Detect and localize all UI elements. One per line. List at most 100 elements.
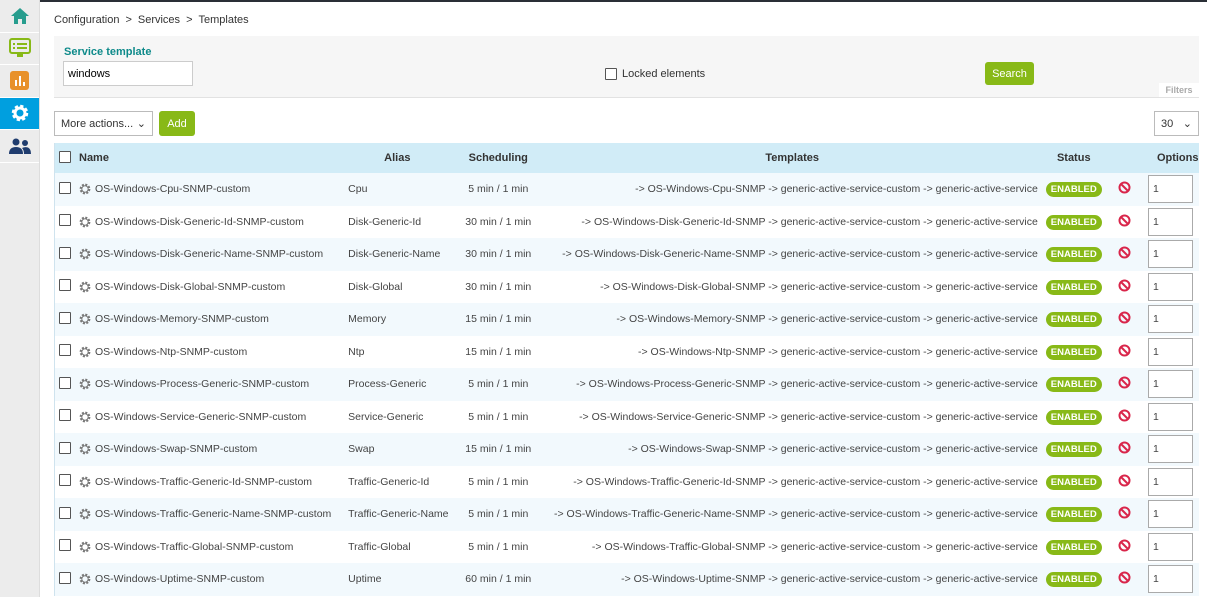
filters-tab[interactable]: Filters bbox=[1159, 83, 1199, 97]
template-name-link[interactable]: OS-Windows-Swap-SNMP-custom bbox=[95, 443, 258, 456]
row-checkbox[interactable] bbox=[59, 376, 71, 389]
scheduling-cell: 60 min / 1 min bbox=[454, 563, 543, 596]
scheduling-cell: 5 min / 1 min bbox=[468, 540, 529, 553]
scheduling-cell: 5 min / 1 min bbox=[454, 173, 543, 206]
template-name-link[interactable]: OS-Windows-Uptime-SNMP-custom bbox=[95, 573, 265, 586]
row-checkbox[interactable] bbox=[59, 409, 71, 422]
duplicate-count-input[interactable]: 1 bbox=[1148, 370, 1193, 399]
row-checkbox[interactable] bbox=[59, 246, 71, 259]
table-row: OS-Windows-Memory-SNMP-custom Memory 15 … bbox=[54, 303, 1199, 336]
status-badge: ENABLED bbox=[1045, 247, 1102, 263]
template-name-link[interactable]: OS-Windows-Traffic-Global-SNMP-custom bbox=[95, 540, 294, 553]
template-name-link[interactable]: OS-Windows-Process-Generic-SNMP-custom bbox=[95, 378, 310, 391]
add-button[interactable]: Add bbox=[159, 111, 195, 136]
select-all-checkbox[interactable] bbox=[59, 150, 71, 163]
header-options: Options bbox=[1144, 143, 1199, 173]
duplicate-count-input[interactable]: 1 bbox=[1148, 500, 1193, 529]
gear-icon bbox=[79, 443, 91, 455]
row-checkbox[interactable] bbox=[59, 441, 71, 454]
templates-cell: -> OS-Windows-Disk-Global-SNMP -> generi… bbox=[600, 280, 1038, 293]
locked-elements-checkbox[interactable]: Locked elements bbox=[605, 68, 705, 80]
row-checkbox[interactable] bbox=[59, 344, 71, 357]
table-header: Name Alias Scheduling Templates Status O… bbox=[54, 143, 1199, 173]
duplicate-count-input[interactable]: 1 bbox=[1148, 565, 1193, 594]
alias-cell: Disk-Global bbox=[348, 280, 403, 293]
template-name-link[interactable]: OS-Windows-Disk-Global-SNMP-custom bbox=[95, 280, 286, 293]
checkbox[interactable] bbox=[605, 68, 617, 80]
service-template-input[interactable] bbox=[63, 61, 193, 86]
status-badge: ENABLED bbox=[1045, 182, 1102, 198]
templates-cell: -> OS-Windows-Swap-SNMP -> generic-activ… bbox=[542, 433, 1042, 466]
template-name-link[interactable]: OS-Windows-Memory-SNMP-custom bbox=[95, 313, 269, 326]
table-row: OS-Windows-Cpu-SNMP-custom Cpu 5 min / 1… bbox=[54, 173, 1199, 206]
disable-icon[interactable] bbox=[1118, 311, 1131, 324]
disable-icon[interactable] bbox=[1118, 279, 1131, 292]
gear-icon bbox=[11, 105, 28, 122]
alias-cell: Disk-Generic-Id bbox=[348, 215, 422, 228]
gear-icon bbox=[79, 573, 91, 585]
templates-cell: -> OS-Windows-Disk-Generic-Name-SNMP -> … bbox=[542, 238, 1042, 271]
duplicate-count-input[interactable]: 1 bbox=[1148, 435, 1193, 464]
template-name-link[interactable]: OS-Windows-Traffic-Generic-Id-SNMP-custo… bbox=[95, 475, 313, 488]
duplicate-count-input[interactable]: 1 bbox=[1148, 532, 1193, 561]
breadcrumb-services[interactable]: Services bbox=[137, 14, 181, 26]
disable-icon[interactable] bbox=[1118, 344, 1131, 357]
breadcrumb-templates[interactable]: Templates bbox=[198, 14, 249, 26]
template-name-link[interactable]: OS-Windows-Disk-Generic-Id-SNMP-custom bbox=[95, 215, 304, 228]
row-checkbox[interactable] bbox=[59, 474, 71, 487]
status-badge: ENABLED bbox=[1045, 539, 1102, 555]
breadcrumb-configuration[interactable]: Configuration bbox=[54, 14, 120, 26]
disable-icon[interactable] bbox=[1118, 409, 1131, 422]
sidebar-item-monitoring[interactable] bbox=[0, 33, 39, 65]
duplicate-count-input[interactable]: 1 bbox=[1148, 272, 1193, 301]
per-page-select[interactable]: 30 ⌄ bbox=[1154, 111, 1199, 136]
sidebar-item-reporting[interactable] bbox=[0, 65, 39, 98]
templates-cell: -> OS-Windows-Traffic-Generic-Id-SNMP ->… bbox=[573, 475, 1038, 488]
row-checkbox[interactable] bbox=[59, 571, 71, 584]
duplicate-count-input[interactable]: 1 bbox=[1148, 240, 1193, 269]
duplicate-count-input[interactable]: 1 bbox=[1148, 207, 1193, 236]
duplicate-count-input[interactable]: 1 bbox=[1148, 337, 1193, 366]
sidebar-item-administration[interactable] bbox=[0, 130, 39, 163]
duplicate-count-input[interactable]: 1 bbox=[1148, 402, 1193, 431]
more-actions-select[interactable]: More actions... ⌄ bbox=[54, 111, 153, 136]
duplicate-count-input[interactable]: 1 bbox=[1148, 305, 1193, 334]
template-name-link[interactable]: OS-Windows-Disk-Generic-Name-SNMP-custom bbox=[95, 248, 324, 261]
sidebar-item-home[interactable] bbox=[0, 0, 39, 33]
row-checkbox[interactable] bbox=[59, 279, 71, 292]
disable-icon[interactable] bbox=[1118, 376, 1131, 389]
disable-icon[interactable] bbox=[1118, 181, 1131, 194]
per-page-value: 30 bbox=[1161, 117, 1174, 130]
templates-cell: -> OS-Windows-Traffic-Global-SNMP -> gen… bbox=[591, 540, 1038, 553]
search-button[interactable]: Search bbox=[985, 62, 1034, 85]
disable-icon[interactable] bbox=[1118, 506, 1131, 519]
table-row: OS-Windows-Uptime-SNMP-custom Uptime 60 … bbox=[54, 563, 1199, 596]
table-row: OS-Windows-Traffic-Generic-Id-SNMP-custo… bbox=[55, 466, 1199, 499]
disable-icon[interactable] bbox=[1118, 474, 1131, 487]
template-name-link[interactable]: OS-Windows-Cpu-SNMP-custom bbox=[95, 183, 251, 196]
duplicate-count-input[interactable]: 1 bbox=[1148, 175, 1193, 204]
filters-panel: Service template Locked elements Search … bbox=[54, 36, 1199, 98]
row-checkbox[interactable] bbox=[59, 539, 71, 552]
home-icon bbox=[10, 7, 29, 24]
gear-icon bbox=[79, 183, 91, 195]
sidebar-item-configuration[interactable] bbox=[0, 97, 39, 130]
disable-icon[interactable] bbox=[1118, 539, 1131, 552]
header-templates: Templates bbox=[542, 143, 1042, 173]
row-checkbox[interactable] bbox=[59, 311, 71, 324]
gear-icon bbox=[79, 508, 91, 520]
duplicate-count-input[interactable]: 1 bbox=[1148, 467, 1193, 496]
disable-icon[interactable] bbox=[1118, 441, 1131, 454]
row-checkbox[interactable] bbox=[59, 506, 71, 519]
template-name-link[interactable]: OS-Windows-Ntp-SNMP-custom bbox=[95, 345, 248, 358]
gear-icon bbox=[79, 216, 91, 228]
gear-icon bbox=[79, 476, 91, 488]
template-name-link[interactable]: OS-Windows-Service-Generic-SNMP-custom bbox=[95, 410, 307, 423]
template-name-link[interactable]: OS-Windows-Traffic-Generic-Name-SNMP-cus… bbox=[95, 508, 332, 521]
row-checkbox[interactable] bbox=[59, 181, 71, 194]
disable-icon[interactable] bbox=[1118, 214, 1131, 227]
disable-icon[interactable] bbox=[1118, 571, 1131, 584]
row-checkbox[interactable] bbox=[59, 214, 71, 227]
disable-icon[interactable] bbox=[1118, 246, 1131, 259]
header-name[interactable]: Name bbox=[75, 143, 345, 173]
